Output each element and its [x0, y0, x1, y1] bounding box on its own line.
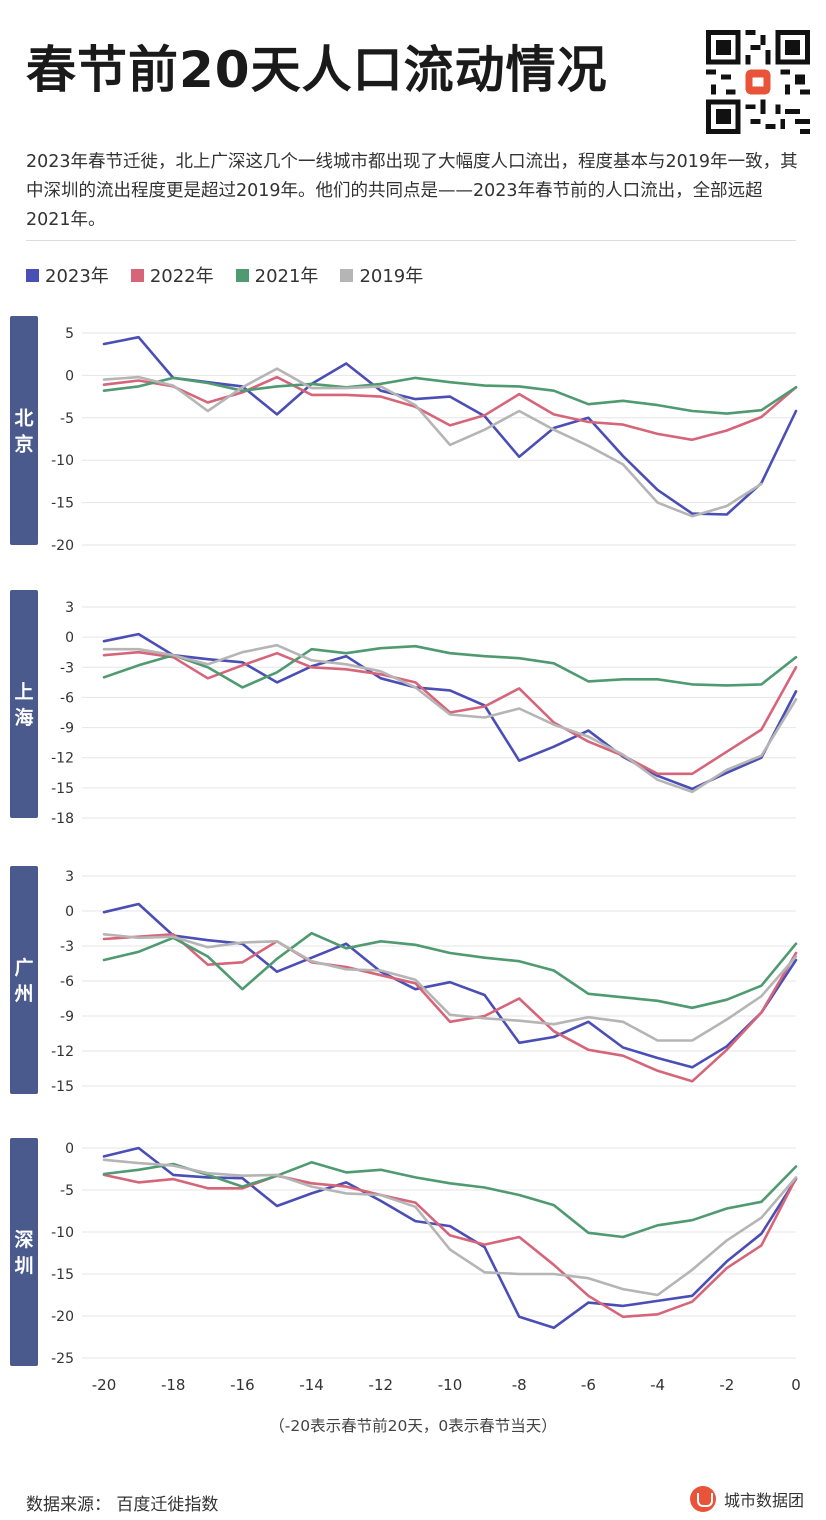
- y-tick-label: -15: [51, 781, 74, 797]
- y-tick-label: -5: [60, 1183, 74, 1199]
- legend: 2023年 2022年 2021年 2019年: [26, 262, 423, 288]
- divider: [26, 240, 796, 241]
- legend-swatch-2021: [235, 268, 249, 282]
- x-axis-caption: （-20表示春节前20天，0表示春节当天）: [269, 1417, 557, 1435]
- page-title: 春节前20天人口流动情况: [26, 41, 608, 99]
- city-tab-label: 京: [14, 433, 33, 456]
- legend-item-2021: 2021年: [235, 262, 319, 288]
- y-tick-label: -12: [51, 751, 74, 767]
- y-tick-label: -18: [51, 811, 74, 827]
- chart-panel-0: 北京 5 0 -5 -10 -15 -20: [10, 316, 798, 554]
- series-line-2019年: [102, 643, 798, 794]
- legend-swatch-2019: [340, 268, 354, 282]
- x-tick-label: -10: [438, 1376, 463, 1394]
- series-line-2022年: [102, 375, 798, 442]
- y-tick-label: -10: [51, 1225, 74, 1241]
- x-tick-label: 0: [791, 1376, 801, 1394]
- brand-logo-icon: [689, 1486, 716, 1512]
- x-tick-label: -2: [719, 1376, 734, 1394]
- y-tick-label: 0: [65, 368, 74, 384]
- y-tick-label: 0: [65, 1141, 74, 1157]
- city-tab-label: 深: [14, 1228, 33, 1251]
- chart-panel-3: 深圳0-5-10-15-20-25-20 -18 -16 -14 -12 -10 -8 -6-…: [10, 1138, 801, 1394]
- y-tick-label: -20: [51, 1309, 74, 1325]
- legend-item-2023: 2023年: [26, 262, 109, 288]
- brand-name: 城市数据团: [723, 1491, 804, 1510]
- y-tick-label: -25: [51, 1351, 74, 1367]
- y-tick-label: 3: [65, 869, 74, 885]
- y-tick-label: 3: [65, 600, 74, 616]
- y-tick-label: -12: [51, 1044, 74, 1060]
- series-line-2019年: [102, 933, 798, 1042]
- brand: 城市数据团: [689, 1486, 804, 1512]
- legend-swatch-2023: [26, 268, 39, 282]
- y-tick-label: -6: [60, 974, 74, 990]
- legend-label-2022: 2022年: [149, 266, 214, 287]
- series-line-2021年: [102, 644, 798, 689]
- x-tick-label: -4: [650, 1376, 665, 1394]
- city-tab-label: 上: [14, 681, 33, 703]
- y-tick-label: 5: [65, 326, 74, 342]
- x-tick-label: -16: [230, 1376, 255, 1394]
- x-tick-label: -6: [581, 1376, 596, 1394]
- description: 2023年春节迁徙，北上广深这几个一线城市都出现了大幅度人口流出，程度基本与20…: [26, 152, 798, 230]
- y-tick-label: -15: [51, 1079, 74, 1095]
- legend-swatch-2022: [130, 268, 144, 282]
- city-tab-label: 海: [14, 706, 33, 729]
- series-line-2022年: [102, 933, 798, 1083]
- chart-panel-2: 广州 3 0 -3 -6 -9 -12 -15: [10, 866, 798, 1095]
- series-line-2022年: [102, 1173, 798, 1319]
- legend-label-2019: 2019年: [359, 266, 424, 287]
- series-line-2023年: [102, 902, 798, 1069]
- city-tab-label: 州: [14, 983, 33, 1005]
- x-tick-label: -8: [512, 1376, 527, 1394]
- legend-label-2021: 2021年: [254, 266, 319, 287]
- series-line-2023年: [102, 335, 798, 516]
- y-tick-label: -3: [60, 939, 74, 955]
- city-tab-label: 北: [14, 408, 33, 430]
- city-tab: [10, 1138, 38, 1366]
- y-tick-label: 0: [65, 904, 74, 920]
- chart-panel-1: 上海 3 0 -3 -6 -9 -12 -15 -18: [10, 590, 798, 827]
- y-tick-label: -10: [51, 453, 74, 469]
- y-tick-label: -20: [51, 538, 74, 554]
- city-tab-label: 广: [14, 956, 33, 979]
- y-tick-label: -9: [60, 721, 74, 737]
- city-tab: [10, 590, 38, 818]
- x-tick-label: -18: [161, 1376, 186, 1394]
- x-tick-label: -20: [92, 1376, 117, 1394]
- data-source: 数据来源： 百度迁徙指数: [26, 1495, 219, 1515]
- y-tick-label: 0: [65, 630, 74, 646]
- city-tab-label: 圳: [14, 1255, 33, 1277]
- x-tick-label: -14: [299, 1376, 324, 1394]
- series-line-2021年: [102, 931, 798, 1010]
- legend-label-2023: 2023年: [45, 266, 109, 287]
- legend-item-2022: 2022年: [130, 262, 214, 288]
- y-tick-label: -6: [60, 690, 74, 706]
- y-tick-label: -3: [60, 660, 74, 676]
- series-line-2019年: [102, 367, 763, 518]
- city-tab: [10, 316, 38, 545]
- legend-item-2019: 2019年: [340, 262, 423, 288]
- y-tick-label: -9: [60, 1009, 74, 1025]
- qr-code: [706, 30, 810, 134]
- y-tick-label: -15: [51, 1267, 74, 1283]
- y-tick-label: -15: [51, 496, 74, 512]
- series-line-2019年: [102, 1158, 798, 1297]
- y-tick-label: -5: [60, 411, 74, 427]
- series-line-2021年: [102, 1161, 798, 1239]
- series-line-2021年: [102, 376, 798, 415]
- x-tick-label: -12: [369, 1376, 394, 1394]
- city-tab: [10, 866, 38, 1094]
